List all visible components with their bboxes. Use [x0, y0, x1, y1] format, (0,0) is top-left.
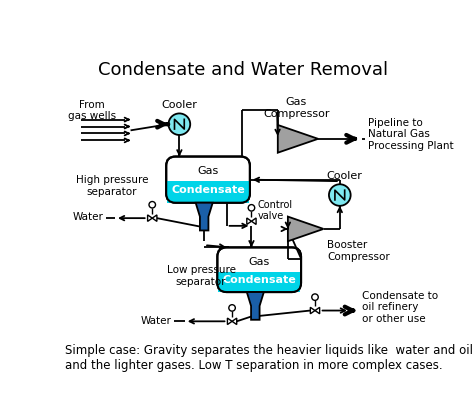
Circle shape [229, 305, 235, 311]
Circle shape [312, 294, 318, 300]
Text: Condensate: Condensate [222, 274, 296, 285]
Circle shape [169, 114, 190, 135]
Polygon shape [315, 307, 319, 314]
FancyBboxPatch shape [218, 272, 300, 292]
Polygon shape [247, 218, 251, 225]
Circle shape [149, 202, 155, 208]
Polygon shape [251, 218, 256, 225]
Text: Condensate to
oil refinery
or other use: Condensate to oil refinery or other use [362, 291, 438, 324]
FancyBboxPatch shape [167, 181, 249, 203]
Text: Cooler: Cooler [327, 171, 363, 181]
Text: Water: Water [73, 212, 103, 222]
Text: Gas: Gas [248, 257, 270, 266]
Text: High pressure
separator: High pressure separator [76, 175, 148, 197]
FancyBboxPatch shape [166, 157, 250, 203]
Text: Low pressure
separator: Low pressure separator [166, 265, 236, 287]
Text: Condensate: Condensate [171, 185, 245, 195]
Text: Gas: Gas [198, 166, 219, 176]
Text: Booster
Compressor: Booster Compressor [328, 241, 390, 262]
Polygon shape [196, 203, 213, 230]
Polygon shape [247, 292, 264, 320]
Polygon shape [232, 318, 237, 325]
Text: Control
valve: Control valve [258, 199, 293, 221]
Circle shape [329, 184, 351, 206]
Polygon shape [310, 307, 315, 314]
Text: From
gas wells: From gas wells [68, 100, 116, 121]
Circle shape [248, 204, 255, 211]
Polygon shape [228, 318, 232, 325]
Text: Simple case: Gravity separates the heavier liquids like  water and oil,
and the : Simple case: Gravity separates the heavi… [65, 344, 474, 372]
Text: Condensate and Water Removal: Condensate and Water Removal [98, 61, 388, 79]
Text: Gas
Compressor: Gas Compressor [263, 97, 329, 119]
Text: Cooler: Cooler [162, 100, 197, 110]
Text: Water: Water [141, 316, 172, 326]
Polygon shape [147, 215, 152, 221]
Polygon shape [288, 217, 324, 241]
Polygon shape [278, 125, 318, 153]
Polygon shape [152, 215, 157, 221]
FancyBboxPatch shape [218, 247, 301, 292]
Text: Pipeline to
Natural Gas
Processing Plant: Pipeline to Natural Gas Processing Plant [368, 118, 453, 151]
